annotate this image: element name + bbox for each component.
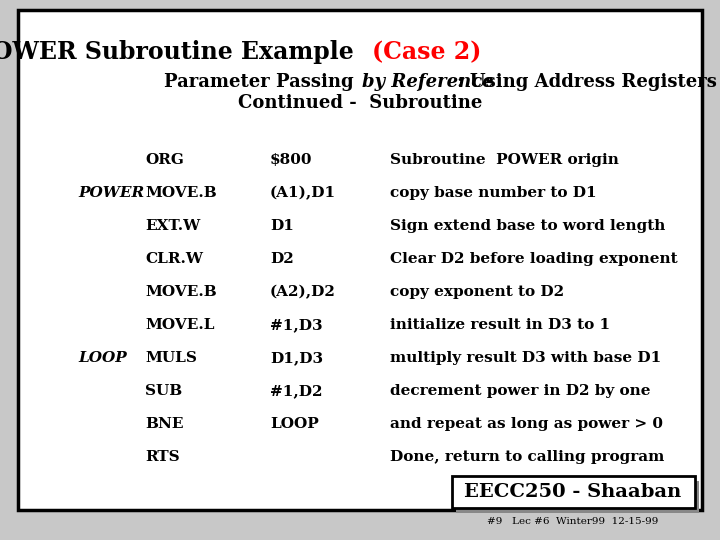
Text: CLR.W: CLR.W (145, 252, 203, 266)
Text: #1,D3: #1,D3 (270, 318, 323, 332)
Text: D1: D1 (270, 219, 294, 233)
Text: #9   Lec #6  Winter99  12-15-99: #9 Lec #6 Winter99 12-15-99 (487, 517, 659, 526)
Text: (A1),D1: (A1),D1 (270, 186, 336, 200)
Text: initialize result in D3 to 1: initialize result in D3 to 1 (390, 318, 610, 332)
Text: Subroutine  POWER origin: Subroutine POWER origin (390, 153, 619, 167)
Text: (Case 2): (Case 2) (372, 40, 482, 64)
Bar (456, 481, 699, 513)
Text: MOVE.L: MOVE.L (145, 318, 215, 332)
Text: LOOP: LOOP (270, 417, 319, 431)
Text: decrement power in D2 by one: decrement power in D2 by one (390, 384, 650, 398)
Text: MOVE.B: MOVE.B (145, 285, 217, 299)
Text: Continued -  Subroutine: Continued - Subroutine (238, 94, 482, 112)
Text: and repeat as long as power > 0: and repeat as long as power > 0 (390, 417, 663, 431)
Text: copy exponent to D2: copy exponent to D2 (390, 285, 564, 299)
Text: D2: D2 (270, 252, 294, 266)
Text: BNE: BNE (145, 417, 184, 431)
Text: Done, return to calling program: Done, return to calling program (390, 450, 665, 464)
Text: LOOP: LOOP (78, 351, 127, 365)
Text: Clear D2 before loading exponent: Clear D2 before loading exponent (390, 252, 678, 266)
Text: POWER Subroutine Example: POWER Subroutine Example (0, 40, 370, 64)
Text: ORG: ORG (145, 153, 184, 167)
Text: (A2),D2: (A2),D2 (270, 285, 336, 299)
Text: EECC250 - Shaaban: EECC250 - Shaaban (464, 483, 682, 501)
Text: MULS: MULS (145, 351, 197, 365)
Text: D1,D3: D1,D3 (270, 351, 323, 365)
Bar (452, 476, 695, 508)
Text: copy base number to D1: copy base number to D1 (390, 186, 597, 200)
Text: SUB: SUB (145, 384, 182, 398)
Text: #1,D2: #1,D2 (270, 384, 323, 398)
Text: RTS: RTS (145, 450, 179, 464)
Text: MOVE.B: MOVE.B (145, 186, 217, 200)
Text: Parameter Passing: Parameter Passing (164, 73, 360, 91)
Text: multiply result D3 with base D1: multiply result D3 with base D1 (390, 351, 661, 365)
Text: Sign extend base to word length: Sign extend base to word length (390, 219, 665, 233)
Text: : Using Address Registers: : Using Address Registers (457, 73, 717, 91)
Text: POWER: POWER (78, 186, 144, 200)
Text: $800: $800 (270, 153, 312, 167)
Text: EXT.W: EXT.W (145, 219, 200, 233)
Text: by Reference: by Reference (362, 73, 494, 91)
